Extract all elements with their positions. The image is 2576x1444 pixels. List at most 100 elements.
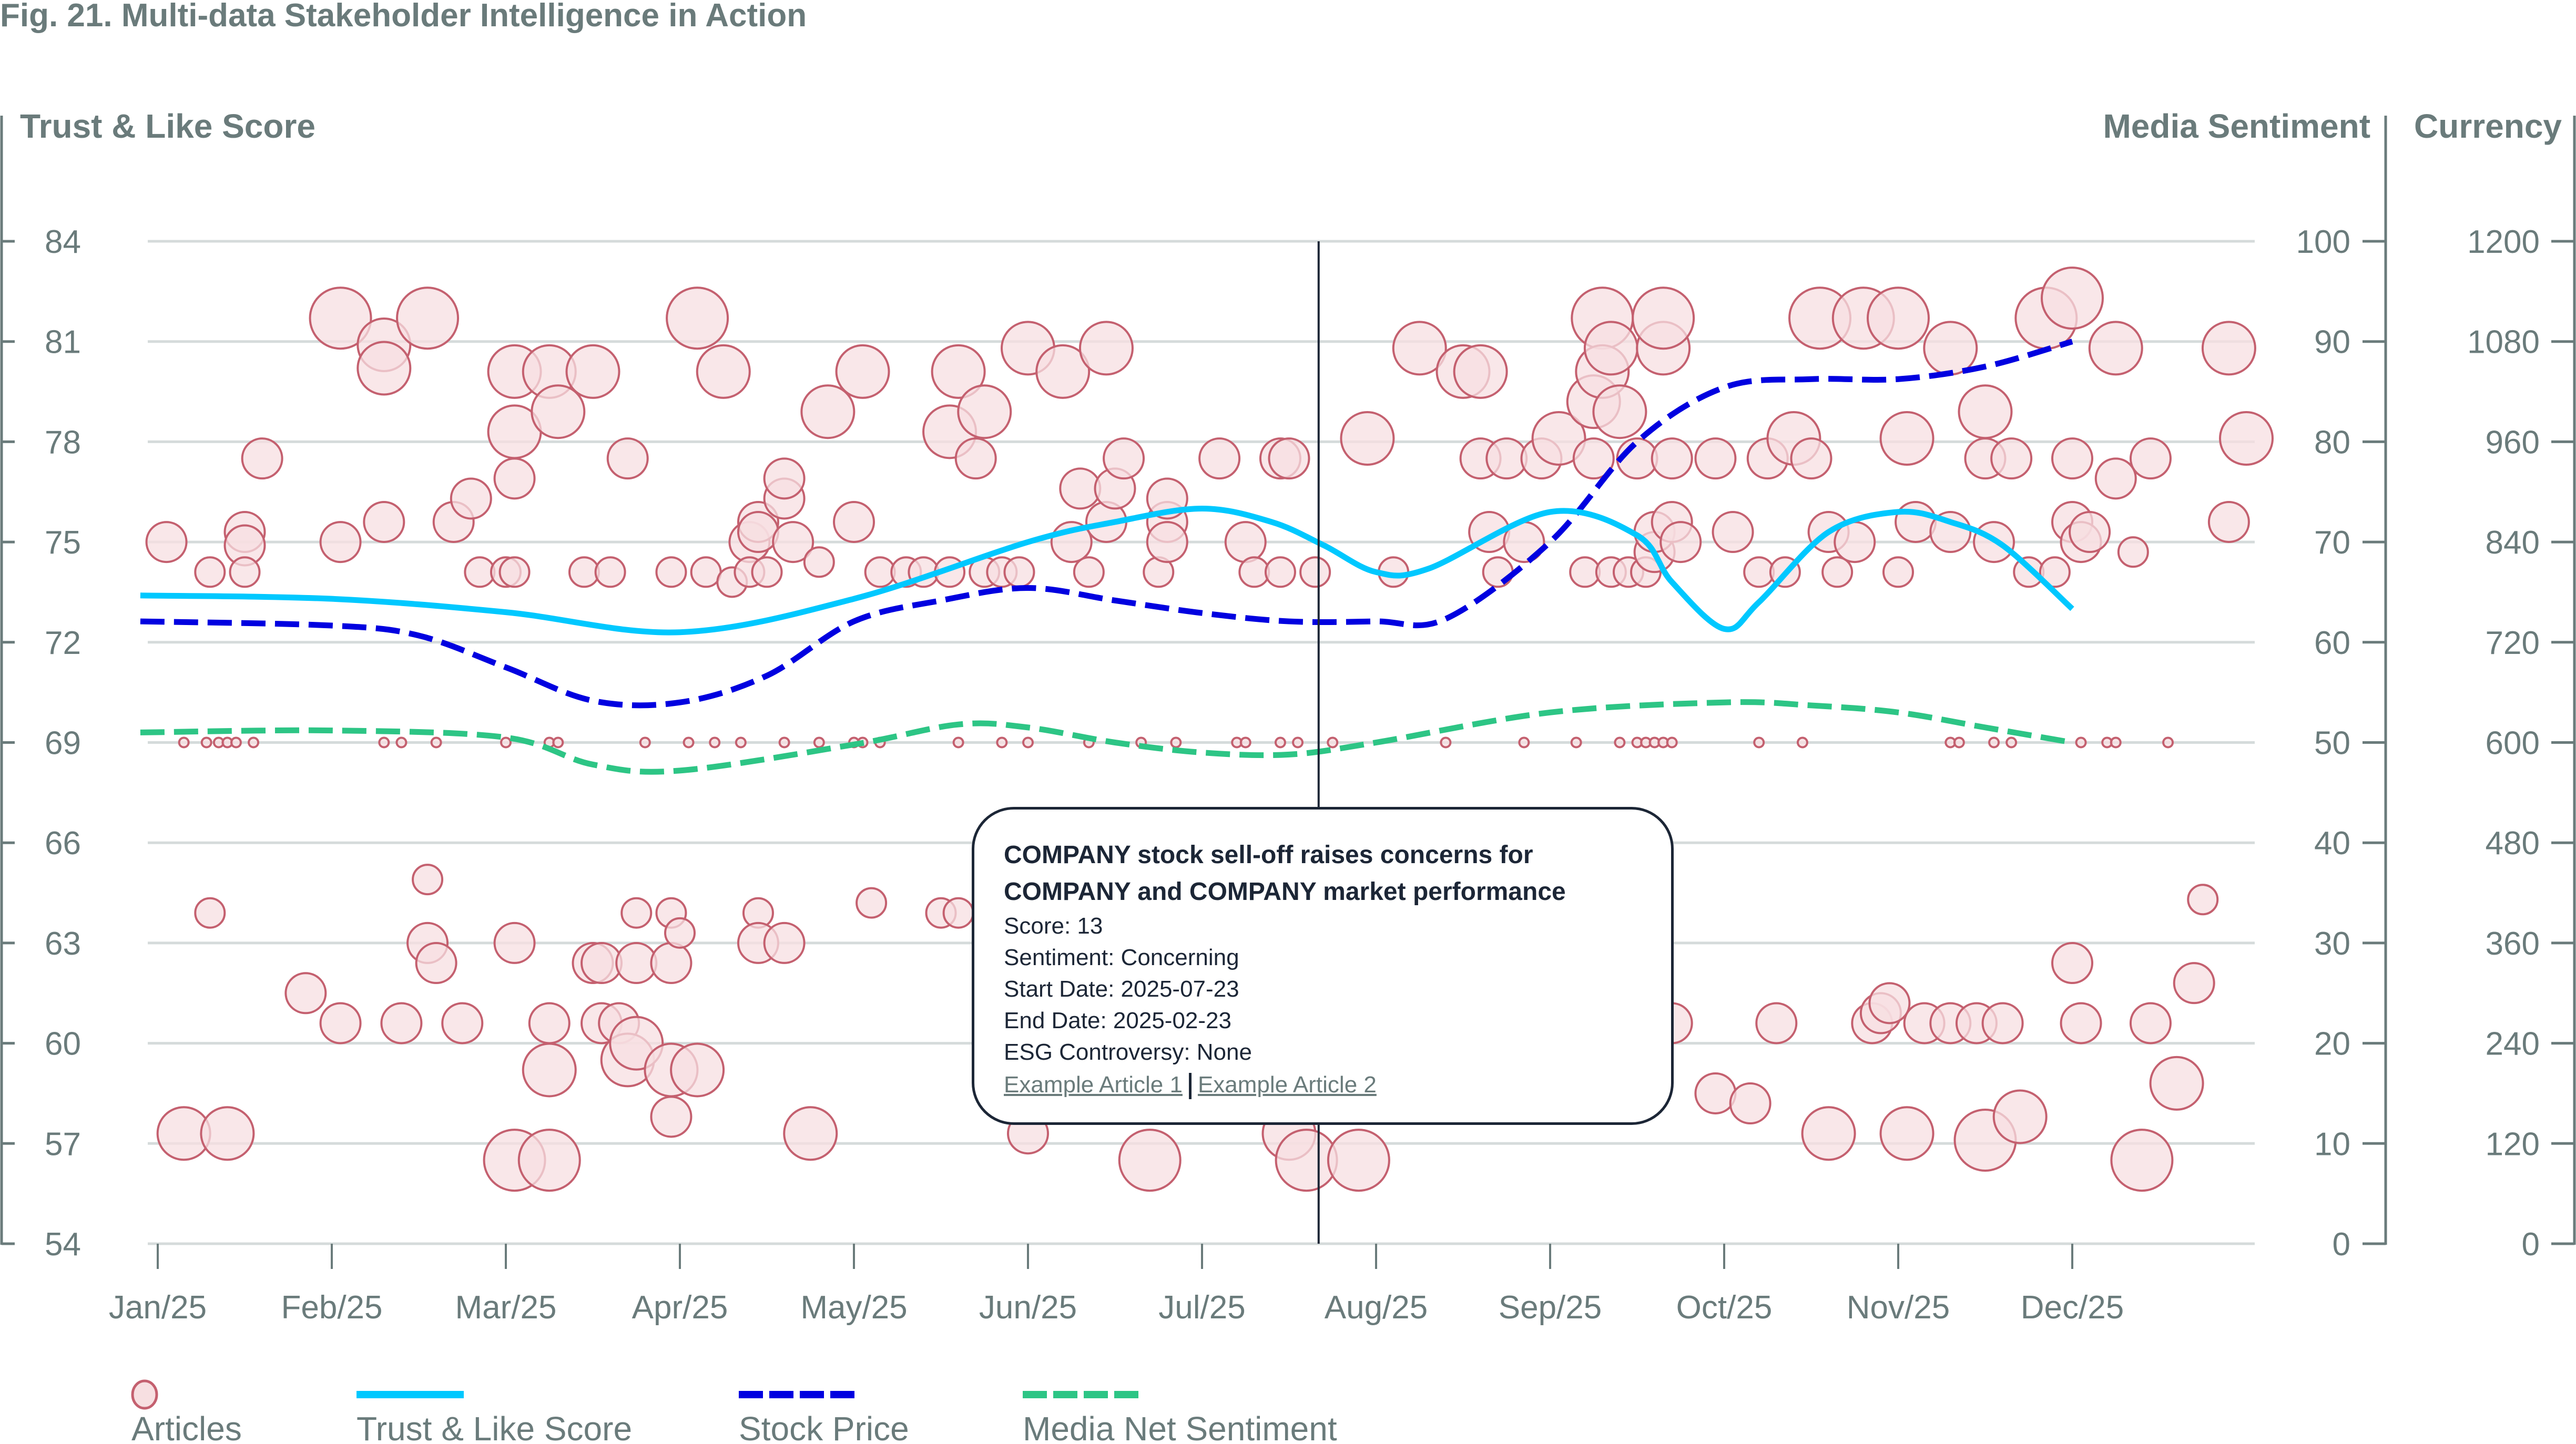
article-bubble[interactable] (1453, 344, 1508, 399)
article-bubble[interactable] (1801, 1106, 1856, 1161)
article-bubble[interactable] (248, 736, 260, 749)
article-bubble[interactable] (2117, 536, 2149, 568)
article-bubble[interactable] (2005, 736, 2018, 749)
article-bubble[interactable] (415, 942, 457, 985)
article-bubble[interactable] (670, 1042, 725, 1098)
article-bubble[interactable] (194, 897, 226, 929)
article-bubble[interactable] (1712, 511, 1754, 554)
article-bubble[interactable] (1268, 437, 1310, 480)
legend-item-trust[interactable]: Trust & Like Score (357, 1391, 632, 1444)
article-bubble[interactable] (942, 897, 974, 929)
article-bubble[interactable] (1790, 437, 1832, 480)
article-bubble[interactable] (2110, 1129, 2174, 1192)
article-bubble[interactable] (1170, 736, 1182, 749)
article-bubble[interactable] (1923, 321, 1978, 376)
article-bubble[interactable] (493, 921, 536, 964)
article-bubble[interactable] (856, 887, 888, 919)
article-bubble[interactable] (1929, 511, 1972, 554)
article-bubble[interactable] (1022, 736, 1034, 749)
article-bubble[interactable] (1755, 1002, 1798, 1044)
article-bubble[interactable] (568, 556, 600, 588)
article-bubble[interactable] (783, 1106, 838, 1161)
article-bubble[interactable] (230, 736, 242, 749)
article-bubble[interactable] (1482, 556, 1514, 588)
article-bubble[interactable] (763, 457, 806, 500)
article-bubble[interactable] (1118, 1129, 1182, 1192)
article-bubble[interactable] (2219, 411, 2274, 466)
article-bubble[interactable] (803, 546, 835, 578)
article-bubble[interactable] (531, 384, 586, 439)
article-bubble[interactable] (655, 556, 687, 588)
article-bubble[interactable] (683, 736, 695, 749)
article-bubble[interactable] (200, 1106, 255, 1161)
article-bubble[interactable] (1103, 437, 1145, 480)
article-bubble[interactable] (396, 286, 460, 350)
article-bubble[interactable] (737, 511, 779, 554)
article-bubble[interactable] (1035, 344, 1091, 399)
article-bubble[interactable] (2149, 1056, 2204, 1111)
article-bubble[interactable] (735, 736, 747, 749)
article-bubble[interactable] (833, 500, 875, 543)
example-article-2-link[interactable]: Example Article 2 (1197, 1072, 1377, 1098)
article-bubble[interactable] (2051, 942, 2093, 985)
article-bubble[interactable] (380, 1002, 423, 1044)
article-bubble[interactable] (357, 341, 412, 396)
article-bubble[interactable] (2094, 457, 2137, 500)
article-bubble[interactable] (493, 457, 536, 500)
article-bubble[interactable] (498, 556, 531, 588)
legend-item-stock[interactable]: Stock Price (739, 1391, 909, 1444)
article-bubble[interactable] (565, 344, 620, 399)
article-bubble[interactable] (1531, 411, 1586, 466)
article-bubble[interactable] (178, 736, 190, 749)
article-bubble[interactable] (2173, 962, 2215, 1005)
article-bubble[interactable] (1224, 521, 1267, 564)
article-bubble[interactable] (1198, 437, 1241, 480)
article-bubble[interactable] (1729, 1082, 1771, 1125)
article-bubble[interactable] (1659, 521, 1702, 564)
article-bubble[interactable] (1003, 556, 1035, 588)
article-bubble[interactable] (2041, 267, 2104, 330)
article-bubble[interactable] (1239, 736, 1251, 749)
article-bubble[interactable] (1292, 736, 1304, 749)
article-bubble[interactable] (145, 521, 188, 564)
article-bubble[interactable] (2207, 500, 2250, 543)
article-bubble[interactable] (1953, 736, 1965, 749)
article-bubble[interactable] (835, 344, 890, 399)
article-bubble[interactable] (1440, 736, 1452, 749)
article-bubble[interactable] (2110, 736, 2122, 749)
article-bubble[interactable] (378, 736, 390, 749)
article-bubble[interactable] (2051, 437, 2093, 480)
article-bubble[interactable] (1981, 1002, 2024, 1044)
article-bubble[interactable] (450, 477, 492, 520)
article-bubble[interactable] (957, 384, 1012, 439)
article-bubble[interactable] (2162, 736, 2174, 749)
article-bubble[interactable] (1572, 437, 1615, 480)
article-bubble[interactable] (2075, 736, 2087, 749)
article-bubble[interactable] (772, 521, 814, 564)
article-bubble[interactable] (284, 972, 327, 1015)
article-bubble[interactable] (666, 286, 729, 350)
article-bubble[interactable] (200, 736, 212, 749)
article-bubble[interactable] (1274, 736, 1286, 749)
article-bubble[interactable] (2129, 437, 2172, 480)
article-bubble[interactable] (1327, 736, 1339, 749)
legend-item-articles[interactable]: Articles (131, 1379, 242, 1444)
article-bubble[interactable] (1651, 437, 1693, 480)
article-bubble[interactable] (1879, 1106, 1934, 1161)
article-bubble[interactable] (430, 736, 442, 749)
article-bubble[interactable] (1879, 411, 1934, 466)
article-bubble[interactable] (1882, 556, 1914, 588)
article-bubble[interactable] (1895, 500, 1937, 543)
article-bubble[interactable] (1569, 556, 1601, 588)
article-bubble[interactable] (2069, 511, 2111, 554)
article-bubble[interactable] (1392, 321, 1447, 376)
article-bubble[interactable] (1327, 1129, 1390, 1192)
example-article-1-link[interactable]: Example Article 1 (1004, 1072, 1183, 1098)
article-bubble[interactable] (931, 344, 986, 399)
article-bubble[interactable] (1796, 736, 1808, 749)
article-bubble[interactable] (1264, 556, 1296, 588)
article-bubble[interactable] (2187, 884, 2219, 916)
article-bubble[interactable] (664, 917, 696, 949)
article-bubble[interactable] (1990, 437, 2033, 480)
article-bubble[interactable] (1753, 736, 1765, 749)
